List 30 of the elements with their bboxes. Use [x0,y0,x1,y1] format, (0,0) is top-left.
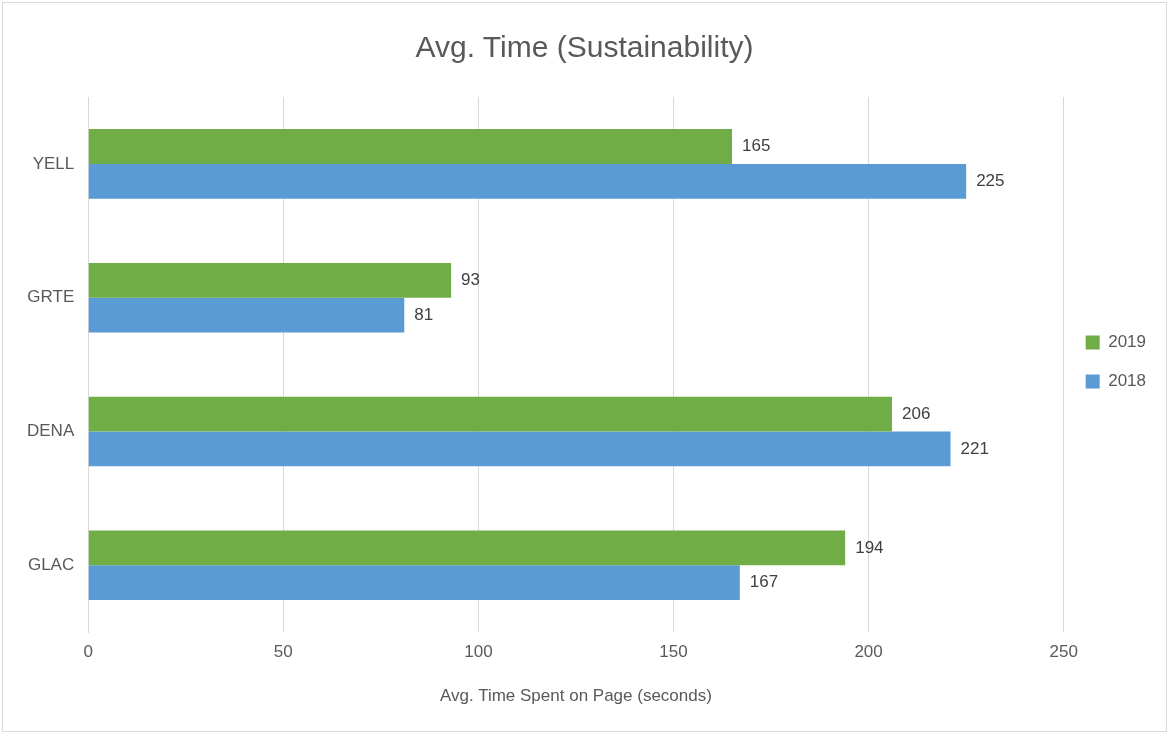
data-label: 165 [742,136,771,156]
data-label: 93 [461,269,481,289]
bar [88,396,892,432]
bar [88,163,967,199]
legend-label: 2018 [1108,371,1147,391]
y-tick-label: GLAC [27,554,75,574]
x-tick-label: 200 [854,642,883,662]
data-label: 194 [855,537,884,557]
bar [88,129,733,164]
x-tick-label: 250 [1049,642,1078,662]
bar [88,297,405,333]
x-tick-label: 100 [464,642,493,662]
data-label: 225 [976,170,1005,190]
chart-title: Avg. Time (Sustainability) [415,30,754,64]
bar [88,565,740,601]
data-label: 81 [414,304,434,324]
x-tick-label: 0 [83,642,93,662]
data-label: 167 [749,572,779,592]
y-tick-label: GRTE [27,287,75,307]
x-tick-label: 50 [273,642,293,662]
data-label: 206 [902,403,931,423]
bar [88,530,846,566]
y-tick-label: YELL [32,153,75,173]
y-tick-label: DENA [27,421,75,441]
bar [88,262,452,298]
x-tick-label: 150 [659,642,688,662]
bar [88,431,951,467]
data-label: 221 [960,438,989,458]
x-axis-title: Avg. Time Spent on Page (seconds) [440,686,712,706]
legend-label: 2019 [1108,332,1147,352]
